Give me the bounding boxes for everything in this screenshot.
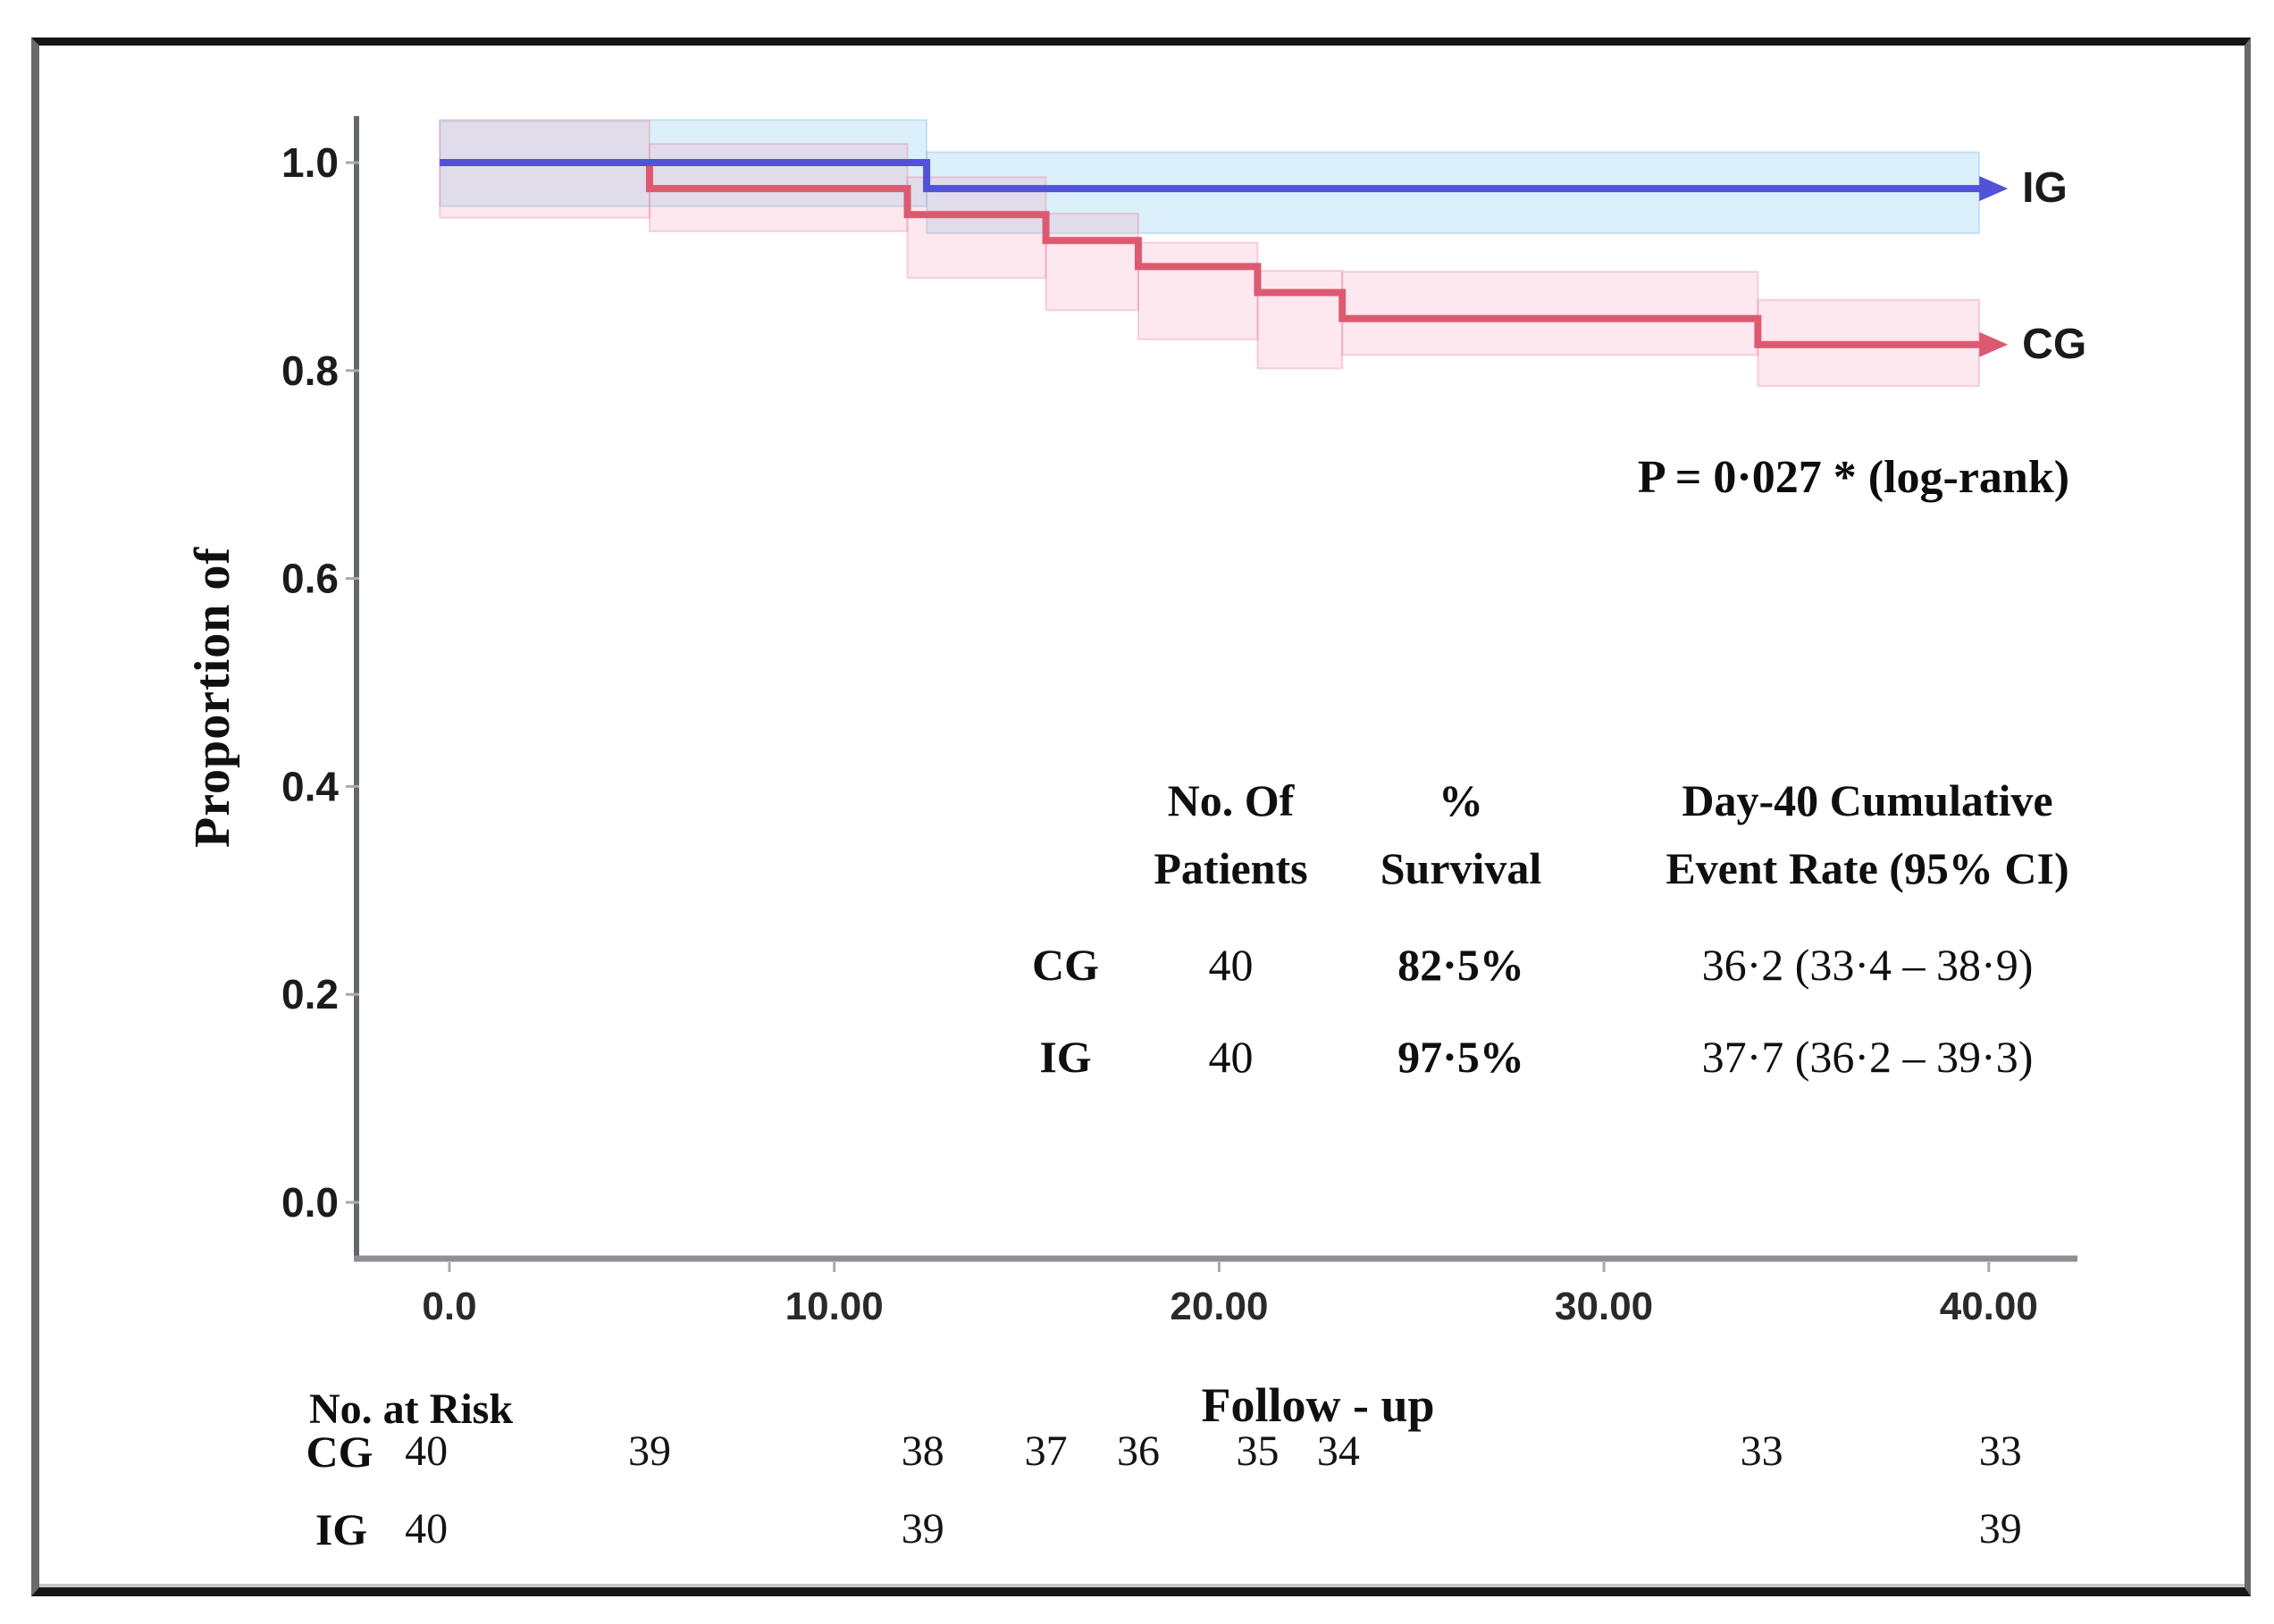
x-axis-title: Follow - up [1201,1378,1435,1432]
risk-count-cg: 36 [1116,1427,1160,1475]
cg-confidence-band-segment [906,176,1047,280]
summary-ig-group: IG [1039,1032,1092,1082]
cg-confidence-band-segment [439,120,650,219]
summary-ig-n-patients: 40 [1208,1032,1254,1082]
risk-row-label-ig: IG [315,1504,368,1554]
y-tick-label: 1.0 [281,139,339,186]
cg-confidence-band-segment [1137,241,1259,340]
summary-cg-event-rate: 36·2 (33·4 – 38·9) [1701,940,2034,990]
risk-row-label-cg: CG [306,1427,373,1477]
ig-curve-arrowhead [1979,176,2009,202]
x-tick-label: 10.00 [785,1285,884,1328]
summary-ig-event-rate: 37·7 (36·2 – 39·3) [1701,1032,2034,1082]
risk-count-cg: 38 [901,1427,944,1475]
curve-label-cg: CG [2022,320,2087,368]
summary-header-patients: No. Of Patients [1130,766,1331,902]
x-tick-label: 40.00 [1940,1285,2038,1328]
summary-ig-pct-survival: 97·5% [1397,1032,1524,1082]
summary-header-event-rate-line1: Day-40 Cumulative [1682,775,2053,825]
summary-header-survival-line1: % [1439,775,1483,825]
x-tick-label: 30.00 [1555,1285,1653,1328]
risk-count-ig: 39 [1978,1505,2022,1553]
y-tick-label: 0.8 [281,347,339,394]
y-tick-label: 0.2 [281,971,339,1017]
summary-header-patients-line1: No. Of [1167,775,1295,825]
cg-confidence-band-segment [1341,271,1759,356]
ig-survival-curve [440,159,1982,193]
summary-cg-group: CG [1032,940,1099,990]
summary-cg-pct-survival: 82·5% [1397,940,1524,990]
ig-confidence-band-segment [926,151,1981,235]
cg-survival-curve [440,159,1982,348]
y-tick-label: 0.0 [281,1179,339,1226]
curve-label-ig: IG [2022,164,2068,213]
y-tick-label: 0.6 [281,556,339,602]
risk-count-cg: 34 [1316,1427,1360,1475]
risk-count-cg: 37 [1024,1427,1068,1475]
risk-count-ig: 39 [901,1505,944,1553]
summary-header-patients-line2: Patients [1154,843,1308,893]
summary-header-event-rate: Day-40 Cumulative Event Rate (95% CI) [1590,766,2144,902]
summary-header-survival-line2: Survival [1380,843,1542,893]
cg-confidence-band-segment [1045,213,1139,312]
risk-count-cg: 39 [627,1427,671,1475]
x-tick-label: 0.0 [422,1285,476,1328]
p-value-annotation: P = 0·027 * (log-rank) [1637,452,2070,503]
risk-count-ig: 40 [405,1505,449,1553]
summary-cg-n-patients: 40 [1208,940,1254,990]
summary-row-cg: CG 40 82·5% 36·2 (33·4 – 38·9) [1001,935,2144,994]
summary-header-survival: % Survival [1331,766,1590,902]
figure-border [31,38,2251,1596]
summary-header-event-rate-line2: Event Rate (95% CI) [1666,843,2069,893]
cg-curve-arrowhead [1979,331,2009,357]
number-at-risk-title: No. at Risk [309,1385,514,1433]
summary-table-header: No. Of Patients % Survival Day-40 Cumula… [1001,766,2144,902]
cg-confidence-band-segment [1256,270,1344,370]
risk-count-cg: 40 [405,1427,449,1475]
risk-count-cg: 33 [1740,1427,1783,1475]
y-tick-label: 0.4 [281,763,339,809]
summary-header-spacer [1001,766,1130,902]
risk-count-cg: 35 [1236,1427,1280,1475]
x-tick-label: 20.00 [1170,1285,1268,1328]
y-axis-title: Proportion of [185,546,240,848]
summary-row-ig: IG 40 97·5% 37·7 (36·2 – 39·3) [1001,1027,2144,1086]
risk-count-cg: 33 [1978,1427,2022,1475]
